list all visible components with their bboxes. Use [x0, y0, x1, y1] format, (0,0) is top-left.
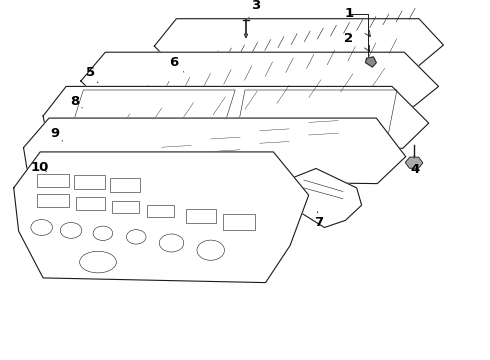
Text: 7: 7 [314, 212, 323, 229]
Bar [74, 175, 105, 189]
Text: 1: 1 [344, 7, 353, 20]
Polygon shape [43, 86, 429, 148]
Text: 4: 4 [411, 156, 420, 176]
Bar [112, 201, 139, 213]
Bar [76, 197, 105, 210]
Bar [37, 194, 69, 207]
Text: 2: 2 [344, 32, 353, 45]
Bar [147, 205, 174, 217]
Bar [186, 209, 216, 223]
Text: 8: 8 [70, 95, 82, 108]
Bar [37, 174, 69, 187]
Text: 3: 3 [249, 0, 260, 17]
Text: 6: 6 [170, 57, 184, 72]
Polygon shape [81, 52, 439, 110]
Text: 10: 10 [31, 161, 49, 174]
Bar [110, 178, 140, 192]
Polygon shape [366, 57, 376, 67]
Polygon shape [154, 19, 443, 72]
Text: 5: 5 [86, 66, 98, 83]
Bar [223, 214, 255, 230]
Polygon shape [285, 168, 362, 228]
Text: 9: 9 [50, 127, 63, 141]
Polygon shape [14, 152, 309, 283]
Polygon shape [24, 118, 406, 184]
